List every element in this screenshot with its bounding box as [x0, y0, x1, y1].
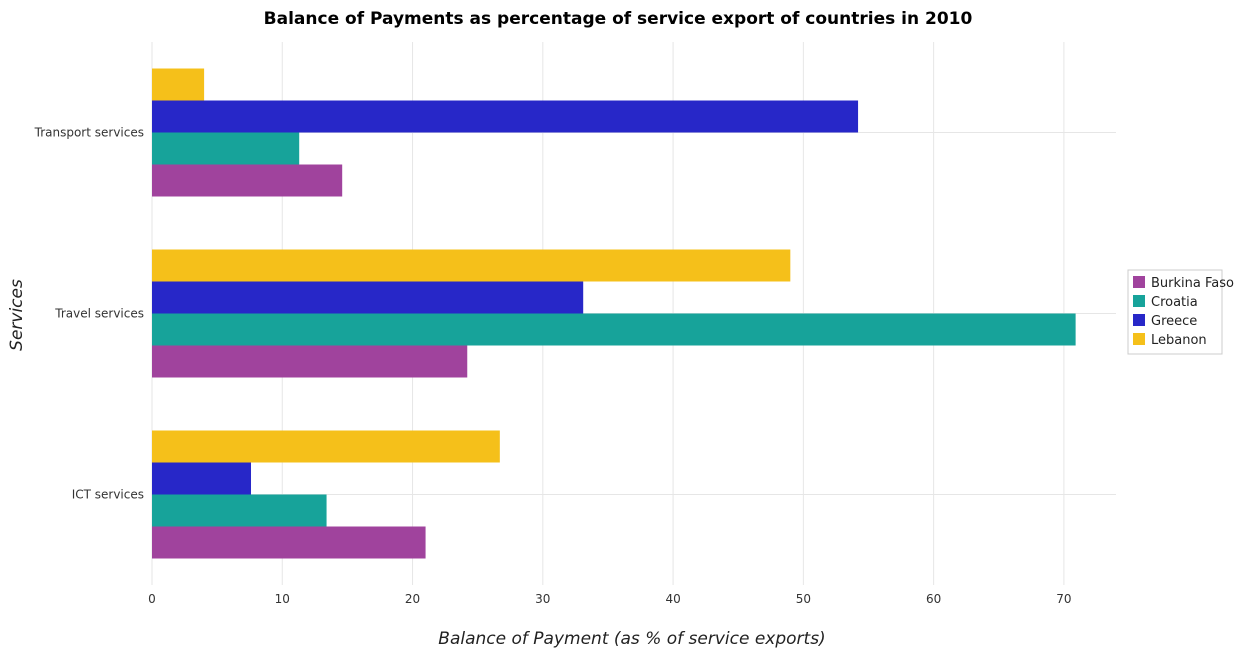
bar: [152, 250, 790, 282]
legend-swatch: [1133, 314, 1145, 326]
bar: [152, 69, 204, 101]
x-tick-label: 60: [926, 592, 941, 606]
legend-swatch: [1133, 333, 1145, 345]
bar: [152, 101, 858, 133]
bar: [152, 463, 251, 495]
chart-title: Balance of Payments as percentage of ser…: [264, 9, 973, 29]
legend-swatch: [1133, 295, 1145, 307]
legend-label: Greece: [1151, 314, 1197, 329]
x-tick-label: 0: [148, 592, 156, 606]
y-axis-label: Services: [7, 279, 27, 351]
legend: Burkina Faso Croatia Greece Lebanon: [1128, 270, 1234, 354]
x-axis-label: Balance of Payment (as % of service expo…: [438, 629, 825, 649]
legend-label: Burkina Faso: [1151, 276, 1234, 291]
bar: [152, 527, 426, 559]
plot-area: 0 10 20 30 40 50 60 70 Transport services Travel …: [34, 42, 1116, 606]
legend-swatch: [1133, 276, 1145, 288]
x-tick-label: 20: [405, 592, 420, 606]
y-tick-label: Travel services: [54, 307, 144, 321]
bar: [152, 495, 327, 527]
bar: [152, 346, 467, 378]
legend-label: Lebanon: [1151, 333, 1207, 348]
bar: [152, 431, 500, 463]
x-tick-label: 30: [535, 592, 550, 606]
y-tick-label: ICT services: [72, 488, 144, 502]
y-tick-label: Transport services: [34, 126, 144, 140]
x-tick-label: 10: [275, 592, 290, 606]
bar: [152, 165, 342, 197]
x-tick-label: 50: [796, 592, 811, 606]
legend-label: Croatia: [1151, 295, 1198, 310]
bar: [152, 133, 299, 165]
bar: [152, 282, 583, 314]
bar: [152, 314, 1076, 346]
x-tick-label: 40: [665, 592, 680, 606]
x-tick-label: 70: [1056, 592, 1071, 606]
